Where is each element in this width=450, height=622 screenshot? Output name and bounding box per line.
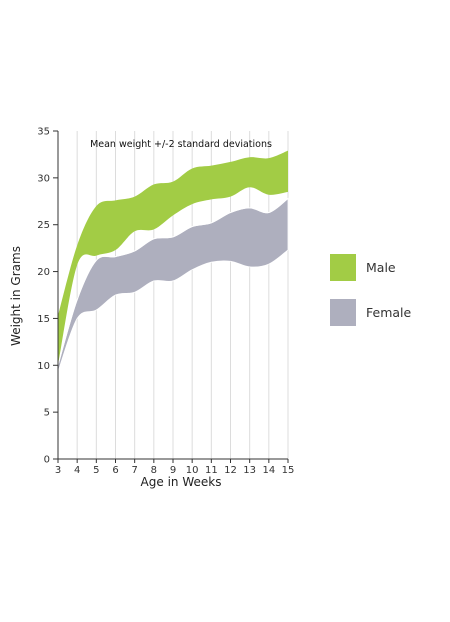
x-tick-label-13: 13 — [243, 465, 256, 476]
legend-label-male: Male — [366, 260, 396, 275]
x-tick-label-9: 9 — [170, 465, 176, 476]
y-tick-label-5: 5 — [44, 408, 50, 419]
x-tick-label-3: 3 — [55, 465, 61, 476]
y-axis-label: Weight in Grams — [9, 246, 23, 346]
legend-swatch-female — [330, 299, 356, 326]
legend-label-female: Female — [366, 305, 412, 320]
x-tick-label-7: 7 — [131, 465, 137, 476]
x-tick-label-4: 4 — [74, 465, 80, 476]
x-tick-label-10: 10 — [186, 465, 199, 476]
x-tick-label-8: 8 — [151, 465, 157, 476]
legend-swatch-male — [330, 254, 356, 281]
chart-title: Mean weight +/-2 standard deviations — [90, 139, 272, 150]
x-tick-label-12: 12 — [224, 465, 237, 476]
x-tick-label-11: 11 — [205, 465, 218, 476]
y-tick-label-20: 20 — [37, 267, 50, 278]
y-tick-label-0: 0 — [44, 455, 50, 466]
legend: Male Female — [330, 254, 411, 344]
y-tick-label-30: 30 — [37, 173, 50, 184]
x-tick-label-14: 14 — [262, 465, 275, 476]
y-tick-label-10: 10 — [37, 361, 50, 372]
y-tick-label-25: 25 — [37, 220, 50, 231]
x-tick-label-5: 5 — [93, 465, 99, 476]
x-tick-label-6: 6 — [112, 465, 118, 476]
x-tick-label-15: 15 — [282, 465, 295, 476]
female-upper-line — [57, 198, 289, 366]
y-tick-label-35: 35 — [37, 127, 50, 138]
axes-layer: 0 5 10 15 20 25 30 35 3 4 5 6 7 8 9 10 11 12 13 14 15 — [37, 127, 294, 477]
legend-item-male: Male — [330, 254, 411, 281]
x-axis-label: Age in Weeks — [141, 475, 222, 489]
areas-layer — [57, 150, 289, 372]
legend-item-female: Female — [330, 299, 411, 326]
y-tick-label-15: 15 — [37, 314, 50, 325]
series-male-area — [58, 150, 288, 366]
